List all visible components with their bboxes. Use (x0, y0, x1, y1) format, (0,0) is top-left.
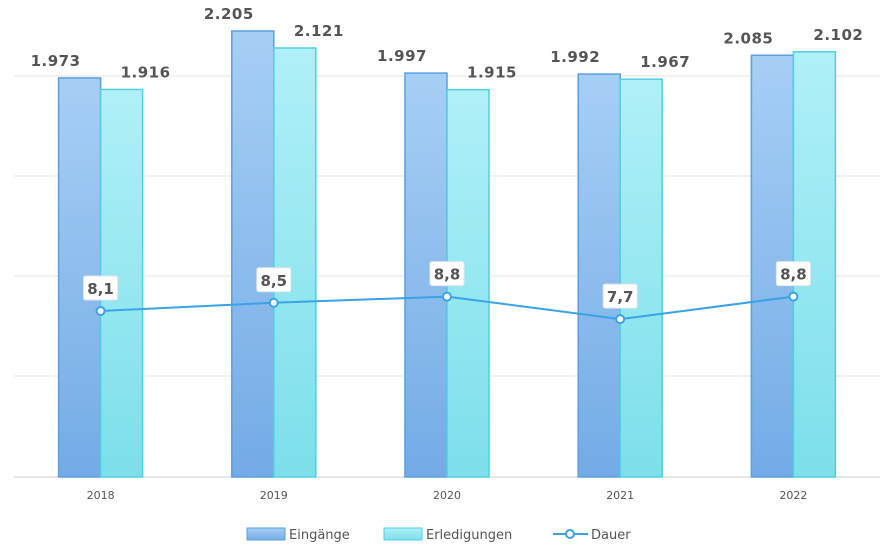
bar-label-erledigungen: 1.915 (467, 64, 517, 82)
line-point-dauer (442, 291, 452, 302)
bar-label-eingaenge: 2.205 (204, 5, 254, 23)
legend-marker-dauer (565, 529, 575, 539)
x-tick-label: 2021 (606, 489, 634, 502)
line-label-box (602, 283, 638, 309)
bar-erledigungen (619, 78, 663, 478)
legend-label-erledigungen: Erledigungen (426, 528, 512, 543)
bar-label-erledigungen: 2.121 (294, 22, 344, 40)
line-label-box (83, 275, 119, 301)
legend-swatch-eingaenge (246, 527, 286, 541)
legend-label-eingaenge: Eingänge (289, 528, 350, 543)
bar-eingaenge (231, 30, 275, 478)
bar-label-eingaenge: 1.973 (31, 52, 81, 70)
line-point-dauer (95, 305, 106, 316)
line-layer: 8,1 8,5 8,8 7,7 8,8 (83, 261, 811, 325)
line-label-dauer: 8,8 (780, 266, 807, 284)
x-tick-label: 2019 (260, 489, 288, 502)
line-label-dauer: 7,7 (607, 288, 634, 306)
line-point-dauer (268, 297, 279, 308)
x-tick-label: 2018 (87, 489, 115, 502)
line-label-dauer: 8,5 (261, 272, 288, 290)
bar-label-eingaenge: 1.992 (550, 48, 600, 66)
bar-label-eingaenge: 2.085 (723, 29, 773, 47)
bar-erledigungen (273, 47, 317, 478)
bar-eingaenge (577, 73, 621, 478)
line-label-dauer: 8,8 (434, 266, 461, 284)
bar-label-erledigungen: 2.102 (813, 26, 863, 44)
bar-erledigungen (446, 88, 490, 478)
line-label-box (256, 267, 292, 293)
bar-labels-layer: 1.973 1.916 2.205 2.121 1.997 1.915 1.992 1.967… (31, 5, 863, 82)
x-tick-label: 2020 (433, 489, 461, 502)
line-point-dauer (788, 291, 799, 302)
x-tick-labels: 2018 2019 2020 2021 2022 (87, 489, 808, 502)
legend: Eingänge Erledigungen Dauer (246, 527, 631, 543)
bars-layer (57, 30, 837, 478)
line-label-dauer: 8,1 (87, 280, 114, 298)
x-tick-label: 2022 (779, 489, 807, 502)
line-point-dauer (615, 314, 626, 325)
bar-label-erledigungen: 1.967 (640, 53, 690, 71)
line-label-box (429, 261, 465, 287)
legend-label-dauer: Dauer (591, 528, 631, 543)
bar-label-erledigungen: 1.916 (121, 63, 171, 81)
line-label-box (775, 261, 811, 287)
bar-label-eingaenge: 1.997 (377, 47, 427, 65)
legend-swatch-erledigungen (383, 527, 423, 541)
